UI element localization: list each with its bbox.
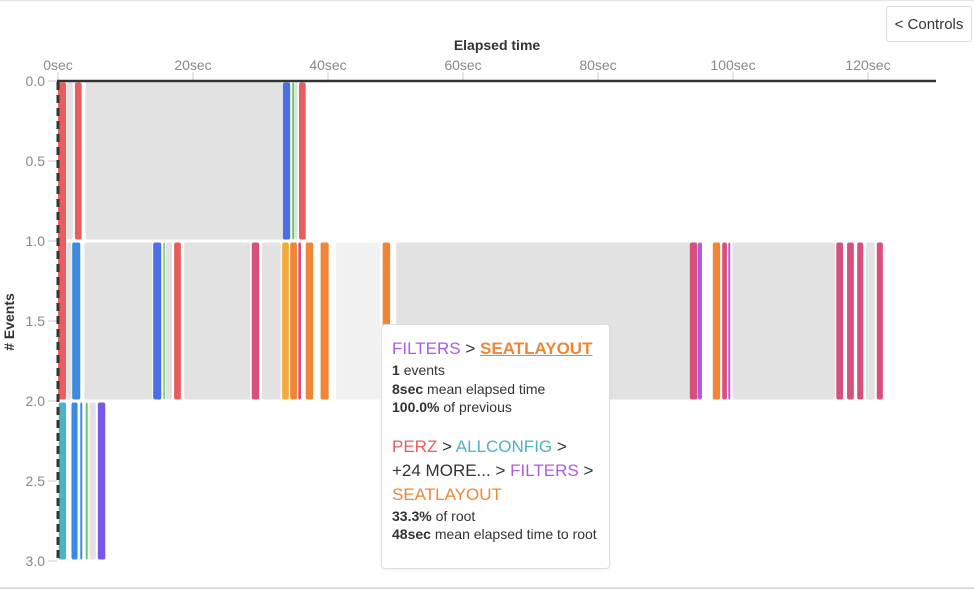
event-bar[interactable] [153,242,162,400]
y-tick-label: 1.5 [26,313,46,329]
x-tick-label: 60sec [444,57,481,73]
event-bar[interactable] [89,402,96,560]
event-bar[interactable] [66,242,72,400]
x-tick-label: 100sec [710,57,755,73]
event-bar[interactable] [166,242,173,400]
event-bar[interactable] [282,242,289,400]
event-bar[interactable] [732,242,835,400]
event-bar[interactable] [80,402,83,560]
event-bar[interactable] [84,242,153,400]
event-bar[interactable] [697,242,702,400]
event-bar[interactable] [298,82,306,240]
event-bar[interactable] [305,242,314,400]
event-bar[interactable] [290,242,297,400]
event-bar[interactable] [292,82,295,240]
event-bar[interactable] [58,402,67,560]
event-bar[interactable] [336,242,380,400]
event-bar[interactable] [294,82,298,240]
y-tick-label: 0.5 [26,153,46,169]
y-tick-label: 0.0 [26,73,46,89]
event-bar[interactable] [71,402,78,560]
bottom-scrollbar[interactable] [0,587,974,589]
event-bar[interactable] [97,402,106,560]
event-bar[interactable] [58,82,67,400]
x-tick-label: 120sec [845,57,890,73]
event-bar[interactable] [66,82,73,240]
top-border [0,0,974,1]
x-axis-label: Elapsed time [454,37,541,53]
event-bar[interactable] [722,242,727,400]
tooltip: FILTERS > SEATLAYOUT 1 events 8sec mean … [381,324,610,569]
tooltip-title: FILTERS > SEATLAYOUT [392,337,599,361]
event-bar[interactable] [282,82,291,240]
y-axis-label: # Events [1,293,17,351]
event-bar[interactable] [298,242,301,400]
event-bar[interactable] [712,242,721,400]
event-bar[interactable] [72,242,81,400]
event-bar[interactable] [163,242,165,400]
event-bar[interactable] [689,242,698,400]
tooltip-current-step[interactable]: SEATLAYOUT [480,339,593,358]
separator: > [465,339,476,358]
event-bar[interactable] [857,242,864,400]
event-bar[interactable] [184,242,251,400]
event-bar[interactable] [876,242,883,400]
x-tick-label: 20sec [174,57,211,73]
root-mean-stat: 48sec mean elapsed time to root [392,526,597,542]
event-bar[interactable] [85,82,283,240]
event-bar[interactable] [251,242,260,400]
event-bar[interactable] [865,242,875,400]
x-tick-label: 0sec [43,57,73,73]
root-pct-stat: 33.3% of root [392,507,476,524]
event-bar[interactable] [847,242,854,400]
event-bar[interactable] [85,402,88,560]
controls-button[interactable]: < Controls [886,6,972,42]
event-bar[interactable] [174,242,181,400]
y-tick-label: 2.0 [26,393,46,409]
event-bar[interactable] [320,242,329,400]
event-bar[interactable] [261,242,281,400]
event-bar[interactable] [728,242,731,400]
events-stat: 1 events [392,362,445,378]
y-tick-label: 1.0 [26,233,46,249]
previous-stat: 100.0% of previous [392,399,512,415]
tooltip-prev-step: FILTERS [392,339,461,358]
event-bar[interactable] [74,82,82,240]
mean-stat: 8sec mean elapsed time [392,380,546,397]
y-tick-label: 3.0 [26,553,46,569]
x-tick-label: 80sec [579,57,616,73]
x-tick-label: 40sec [309,57,346,73]
root-path: PERZ > ALLCONFIG > +24 MORE... > FILTERS… [392,436,594,504]
y-tick-label: 2.5 [26,473,46,489]
event-bar[interactable] [836,242,844,400]
